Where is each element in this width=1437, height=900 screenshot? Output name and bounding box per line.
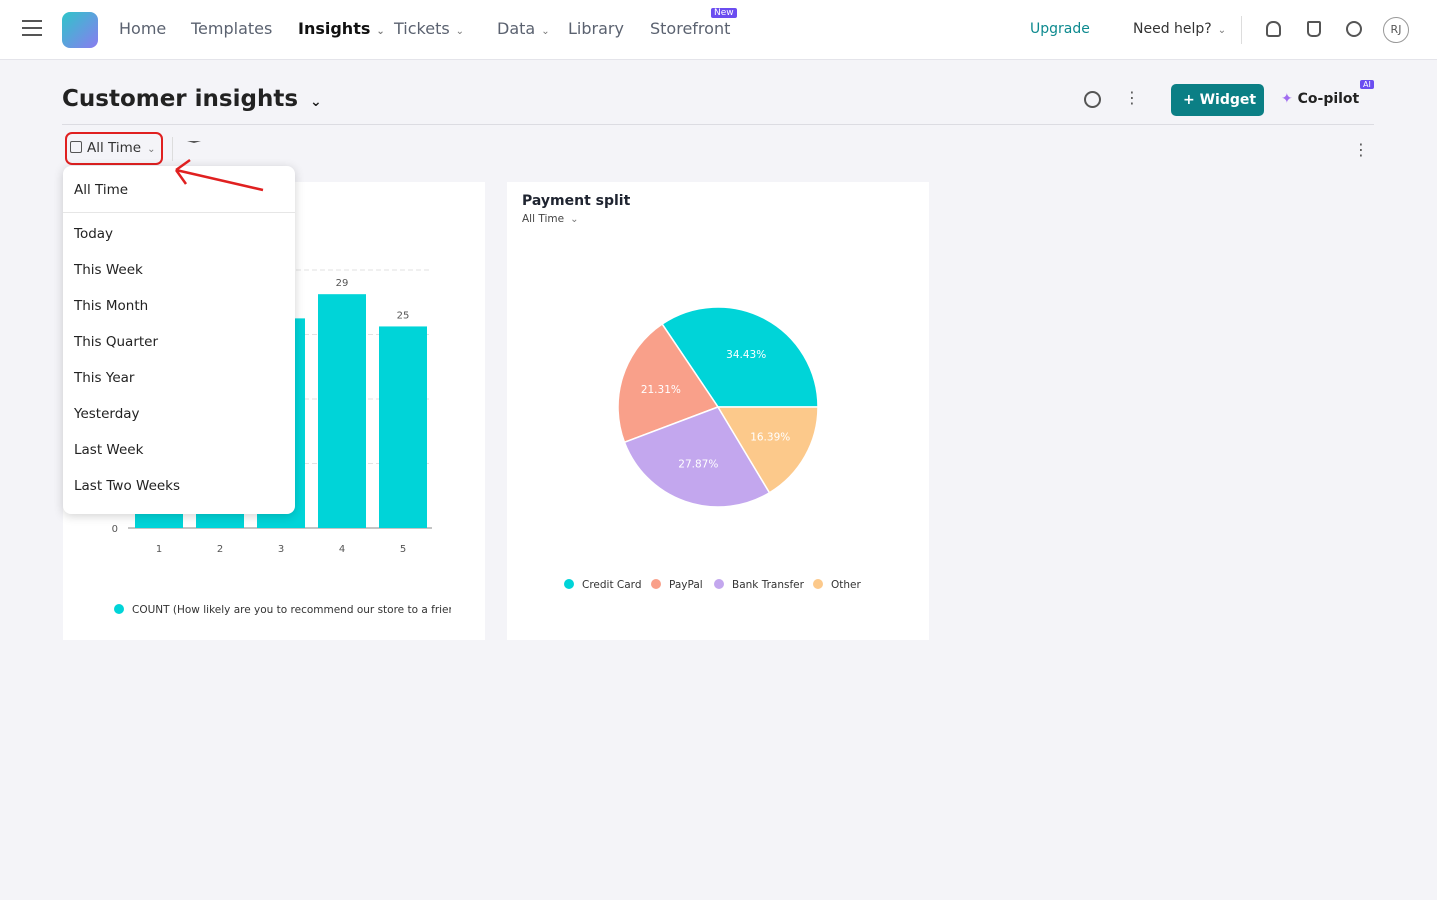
- dropdown-option[interactable]: This Month: [74, 298, 149, 314]
- nav-label: Insights: [298, 19, 371, 38]
- date-filter[interactable]: All Time ⌄: [70, 140, 155, 156]
- x-tick-label: 2: [217, 544, 223, 555]
- pie-slice: [617, 323, 720, 444]
- slice-label: 21.31%: [641, 384, 681, 396]
- legend-label: COUNT (How likely are you to recommend o…: [132, 604, 472, 616]
- data-label: 25: [397, 310, 410, 321]
- x-tick-label: 3: [278, 544, 284, 555]
- notifications-icon[interactable]: [1266, 21, 1281, 37]
- labs-icon[interactable]: [1307, 21, 1321, 37]
- page-title[interactable]: Customer insights ⌄: [62, 86, 322, 112]
- menu-icon[interactable]: [22, 20, 42, 36]
- dropdown-option[interactable]: This Year: [74, 370, 135, 386]
- nav-item[interactable]: Insights ⌄: [298, 19, 385, 38]
- y-tick-label: 0: [112, 524, 118, 535]
- dropdown-option[interactable]: Today: [74, 226, 114, 242]
- label: All Time: [522, 213, 565, 225]
- pie-slice: [661, 306, 819, 408]
- top-nav: Home Templates Insights ⌄ Tickets ⌄ Data ⌄ …: [0, 0, 1437, 60]
- slice-label: 27.87%: [678, 459, 718, 471]
- legend-label: Bank Transfer: [732, 579, 805, 591]
- date-dropdown: All Time Today This Week This Month This Qua…: [63, 166, 295, 514]
- nav-item[interactable]: Library: [568, 19, 624, 38]
- dropdown-option[interactable]: This Week: [74, 262, 143, 278]
- help-menu[interactable]: Need help? ⌄: [1133, 21, 1227, 37]
- divider: [1241, 16, 1242, 44]
- dropdown-option[interactable]: Last Two Weeks: [74, 478, 181, 494]
- divider: [62, 124, 1374, 125]
- data-label: 29: [336, 278, 349, 289]
- nav-item[interactable]: Tickets ⌄: [394, 19, 465, 38]
- new-badge: New: [711, 8, 737, 18]
- legend-swatch: [813, 579, 823, 589]
- slice-label: 34.43%: [726, 349, 766, 361]
- nav-item[interactable]: Data ⌄: [497, 19, 550, 38]
- legend-label: PayPal: [669, 579, 703, 591]
- more-icon[interactable]: ⋮: [1353, 140, 1369, 159]
- highlight-box: [65, 132, 163, 165]
- separator: [63, 212, 295, 213]
- copilot-button[interactable]: ✦ Co-pilot: [1281, 91, 1360, 107]
- widget-title: Payment split: [522, 193, 631, 209]
- legend-swatch: [714, 579, 724, 589]
- title: Customer insights: [62, 86, 299, 112]
- nav-label: Data: [497, 19, 536, 38]
- slice-label: 16.39%: [750, 432, 790, 444]
- legend-swatch: [114, 604, 124, 614]
- filter-icon[interactable]: [187, 141, 201, 155]
- legend-label: Other: [831, 579, 861, 591]
- label: Widget: [1199, 92, 1257, 108]
- nav-label: Tickets: [394, 19, 450, 38]
- nav-item[interactable]: Storefront: [650, 19, 731, 38]
- legend-label: Credit Card: [582, 579, 641, 591]
- dropdown-option[interactable]: All Time: [74, 182, 129, 198]
- ai-badge: AI: [1360, 80, 1374, 89]
- divider: [172, 137, 173, 161]
- x-tick-label: 1: [156, 544, 162, 555]
- label: Need help?: [1133, 21, 1212, 37]
- dropdown-option[interactable]: Last Week: [74, 442, 144, 458]
- label: Co-pilot: [1297, 91, 1360, 107]
- logo[interactable]: [62, 12, 98, 48]
- x-tick-label: 5: [400, 544, 406, 555]
- avatar[interactable]: RJ: [1383, 17, 1409, 43]
- bar: [379, 326, 427, 528]
- label: All Time: [87, 140, 142, 156]
- bar: [318, 294, 366, 528]
- dropdown-option[interactable]: This Quarter: [74, 334, 159, 350]
- legend-swatch: [564, 579, 574, 589]
- upgrade-link[interactable]: Upgrade: [1014, 21, 1090, 37]
- dropdown-option[interactable]: Yesterday: [74, 406, 140, 422]
- label: Upgrade: [1030, 21, 1090, 37]
- nav-item[interactable]: Home: [119, 19, 167, 38]
- widget-filter[interactable]: All Time ⌄: [522, 213, 579, 225]
- legend-swatch: [651, 579, 661, 589]
- schedule-icon[interactable]: [1084, 91, 1101, 108]
- nav-item[interactable]: Templates: [191, 19, 273, 38]
- settings-icon[interactable]: [1346, 21, 1362, 37]
- x-tick-label: 4: [339, 544, 345, 555]
- pie-slice: [623, 406, 771, 508]
- more-icon[interactable]: ⋮: [1124, 88, 1140, 107]
- pie-slice: [716, 406, 819, 494]
- widget-button[interactable]: + Widget: [1171, 84, 1264, 116]
